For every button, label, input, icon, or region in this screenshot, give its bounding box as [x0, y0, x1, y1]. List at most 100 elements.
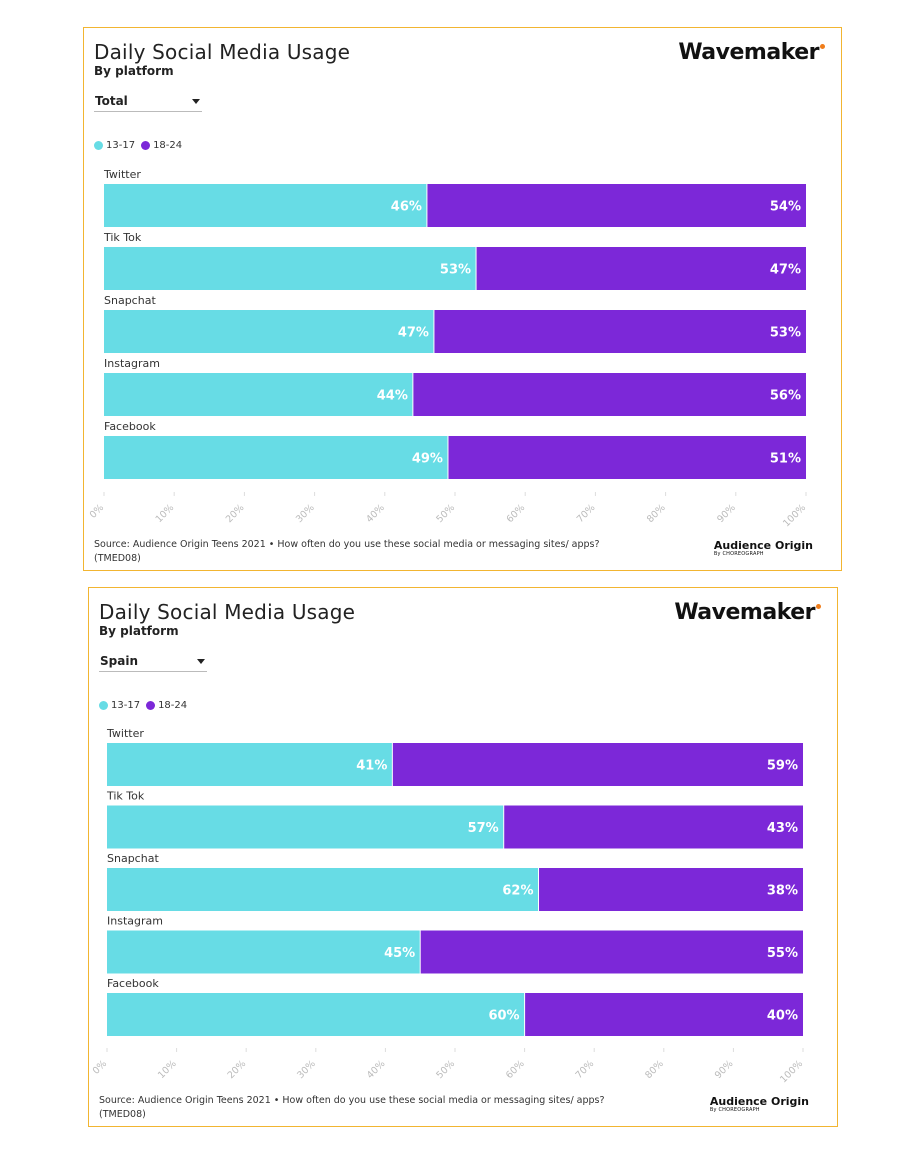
data-label: 60%: [488, 1009, 519, 1024]
region-dropdown[interactable]: Total: [94, 90, 202, 112]
bar-segment-13-17[interactable]: [107, 805, 504, 849]
bar-segment-18-24[interactable]: [447, 436, 806, 479]
data-label: 55%: [767, 946, 798, 961]
data-label: 43%: [767, 821, 798, 836]
data-label: 49%: [412, 452, 443, 467]
category-label: Snapchat: [104, 294, 156, 307]
caret-down-icon: [192, 99, 200, 104]
bar-segment-18-24[interactable]: [420, 930, 803, 974]
wavemaker-logo: Wavemaker: [678, 40, 825, 65]
legend-dot-icon: [94, 141, 103, 150]
bar-segment-13-17[interactable]: [107, 868, 539, 911]
tick-label: 60%: [504, 1058, 527, 1081]
audience-origin-logo: Audience Origin By CHOREOGRAPH: [714, 539, 813, 557]
data-label: 54%: [770, 200, 801, 215]
data-label: 51%: [770, 452, 801, 467]
bar-segment-18-24[interactable]: [503, 805, 803, 849]
region-dropdown[interactable]: Spain: [99, 650, 207, 672]
tick-label: 90%: [715, 502, 738, 525]
bar-segment-13-17[interactable]: [104, 373, 413, 416]
legend-item-13-17[interactable]: 13-17: [99, 700, 140, 711]
tick-label: 40%: [365, 1058, 388, 1081]
chart-title: Daily Social Media Usage: [99, 600, 356, 624]
bar-segment-13-17[interactable]: [104, 436, 448, 479]
category-label: Twitter: [103, 168, 141, 181]
tick-label: 0%: [91, 1058, 109, 1076]
category-label: Tik Tok: [103, 231, 142, 244]
legend: 13-17 18-24: [94, 140, 188, 151]
bar-segment-13-17[interactable]: [104, 247, 477, 290]
tick-label: 20%: [224, 502, 247, 525]
brand-text: Wavemaker: [678, 40, 819, 65]
data-label: 44%: [377, 389, 408, 404]
bar-segment-13-17[interactable]: [107, 930, 421, 974]
bar-segment-18-24[interactable]: [426, 184, 806, 227]
data-label: 62%: [502, 884, 533, 899]
legend-label: 18-24: [153, 140, 183, 151]
data-label: 40%: [767, 1009, 798, 1024]
bar-segment-18-24[interactable]: [538, 868, 803, 911]
tick-label: 50%: [434, 502, 457, 525]
bar-segment-18-24[interactable]: [524, 993, 803, 1036]
source-note: Source: Audience Origin Teens 2021 • How…: [99, 1094, 659, 1122]
chart-title: Daily Social Media Usage: [94, 40, 351, 64]
category-label: Snapchat: [107, 852, 159, 865]
data-label: 38%: [767, 884, 798, 899]
category-label: Twitter: [106, 727, 144, 740]
bar-segment-18-24[interactable]: [392, 743, 803, 786]
wavemaker-logo: Wavemaker: [674, 600, 821, 625]
chart-subtitle: By platform: [99, 624, 179, 638]
tick-label: 100%: [781, 502, 808, 529]
tick-label: 80%: [645, 502, 668, 525]
stacked-bar-chart: Twitter 41% 59% Tik Tok 57% 43% Snapchat 62% 38%…: [91, 727, 805, 1085]
data-label: 53%: [440, 263, 471, 278]
bar-segment-18-24[interactable]: [433, 310, 806, 353]
legend-label: 13-17: [106, 140, 136, 151]
category-label: Facebook: [107, 977, 159, 990]
data-label: 53%: [770, 326, 801, 341]
tick-label: 70%: [575, 502, 598, 525]
brand-dot-icon: [820, 44, 825, 49]
category-label: Facebook: [104, 420, 156, 433]
audience-origin-logo: Audience Origin By CHOREOGRAPH: [710, 1095, 809, 1113]
dropdown-value: Spain: [100, 654, 138, 668]
data-label: 47%: [770, 263, 801, 278]
tick-label: 50%: [434, 1058, 457, 1081]
bar-segment-13-17[interactable]: [107, 993, 525, 1036]
tick-label: 20%: [226, 1058, 249, 1081]
tick-label: 70%: [574, 1058, 597, 1081]
legend-item-18-24[interactable]: 18-24: [141, 140, 182, 151]
dropdown-value: Total: [95, 94, 128, 108]
legend: 13-17 18-24: [99, 700, 193, 711]
data-label: 41%: [356, 759, 387, 774]
legend-item-13-17[interactable]: 13-17: [94, 140, 135, 151]
legend-item-18-24[interactable]: 18-24: [146, 700, 187, 711]
stacked-bar-chart: Twitter 46% 54% Tik Tok 53% 47% Snapchat 47% 53%…: [88, 168, 808, 529]
tick-label: 10%: [156, 1058, 179, 1081]
tick-label: 80%: [643, 1058, 666, 1081]
source-code: (TMED08): [94, 553, 141, 564]
bar-segment-13-17[interactable]: [104, 310, 434, 353]
data-label: 56%: [770, 389, 801, 404]
tick-label: 30%: [295, 1058, 318, 1081]
caret-down-icon: [197, 659, 205, 664]
legend-dot-icon: [146, 701, 156, 710]
legend-label: 13-17: [111, 700, 141, 711]
tick-label: 10%: [154, 502, 177, 525]
chart-subtitle: By platform: [94, 64, 174, 78]
bar-segment-13-17[interactable]: [107, 743, 393, 786]
source-code: (TMED08): [99, 1109, 146, 1120]
data-label: 59%: [767, 759, 798, 774]
bar-segment-18-24[interactable]: [476, 247, 806, 290]
bar-segment-18-24[interactable]: [412, 373, 806, 416]
source-text: Source: Audience Origin Teens 2021 • How…: [94, 539, 600, 550]
category-label: Instagram: [104, 357, 160, 370]
data-label: 47%: [398, 326, 429, 341]
data-label: 46%: [391, 200, 422, 215]
bar-segment-13-17[interactable]: [104, 184, 427, 227]
tick-label: 60%: [505, 502, 528, 525]
data-label: 45%: [384, 946, 415, 961]
brand-dot-icon: [816, 604, 821, 609]
tick-label: 40%: [364, 502, 387, 525]
legend-label: 18-24: [158, 700, 188, 711]
